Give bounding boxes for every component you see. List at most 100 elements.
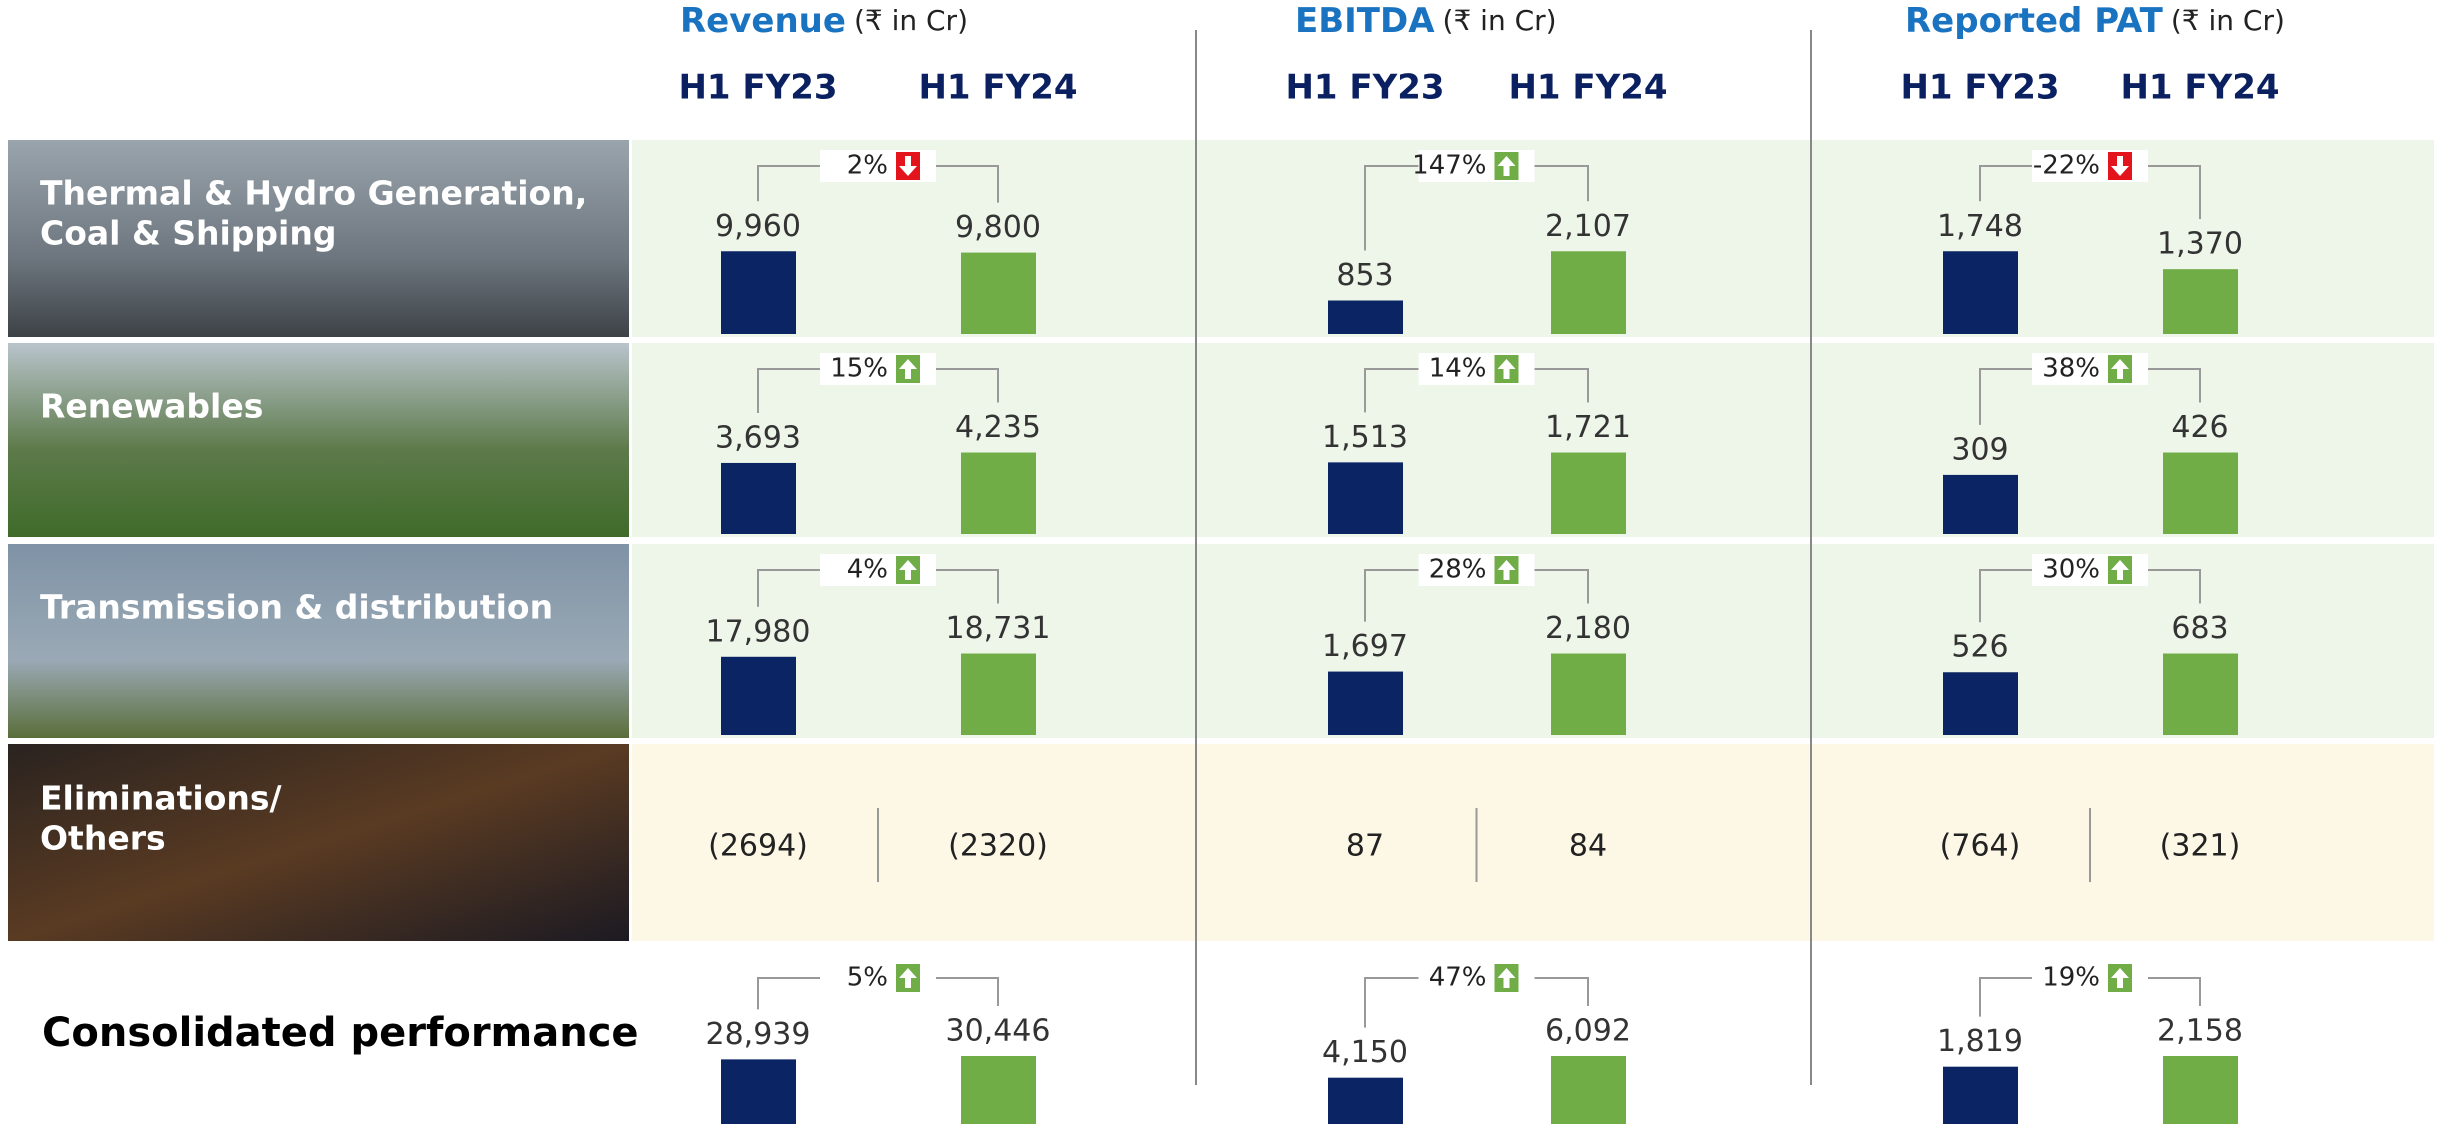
bar-value-label: 526: [1951, 630, 2008, 665]
bar: [1943, 474, 2018, 534]
change-label: -22%: [2033, 151, 2100, 181]
bar-value-label: 18,731: [946, 611, 1051, 646]
change-label: 147%: [1412, 151, 1486, 181]
others-value: (764): [1940, 829, 2021, 864]
segment-label: Transmission & distribution: [40, 588, 553, 627]
change-arrow: [2111, 968, 2129, 988]
bar-value-label: 683: [2171, 611, 2228, 646]
bar: [961, 1056, 1036, 1124]
column-title: Reported PAT (₹ in Cr): [1905, 1, 2285, 41]
bar-value-label: 4,235: [955, 410, 1041, 445]
segment-image: [8, 343, 629, 537]
bar: [1943, 672, 2018, 735]
bar: [721, 656, 796, 735]
bar: [721, 1059, 796, 1124]
others-value: (321): [2160, 829, 2241, 864]
change-arrow: [899, 560, 917, 580]
column-unit: (₹ in Cr): [2171, 4, 2285, 37]
row-band: [632, 744, 2434, 941]
change-arrow: [899, 156, 917, 176]
segment-label: Others: [40, 819, 166, 858]
segment-label: Coal & Shipping: [40, 214, 336, 253]
bar-value-label: 1,697: [1322, 629, 1408, 664]
bar: [961, 252, 1036, 334]
bar-value-label: 853: [1336, 258, 1393, 293]
bar-value-label: 309: [1951, 432, 2008, 467]
period-label: H1 FY24: [918, 68, 1077, 108]
column-title-main: EBITDA: [1295, 1, 1435, 41]
bar-value-label: 2,107: [1545, 209, 1631, 244]
segment-image: [8, 544, 629, 738]
bar: [2163, 1056, 2238, 1124]
bar-value-label: 30,446: [946, 1014, 1051, 1049]
bar: [1328, 1077, 1403, 1124]
change-label: 47%: [1429, 963, 1487, 993]
bar-value-label: 1,513: [1322, 420, 1408, 455]
bar-value-label: 6,092: [1545, 1014, 1631, 1049]
change-arrow: [1497, 560, 1516, 580]
others-value: 84: [1569, 829, 1607, 864]
segment-label: Thermal & Hydro Generation,: [40, 174, 587, 213]
bar-value-label: 1,819: [1937, 1024, 2023, 1059]
segment-label: Eliminations/: [40, 779, 283, 818]
change-label: 5%: [847, 963, 888, 993]
bar-value-label: 426: [2171, 410, 2228, 445]
column-unit: (₹ in Cr): [1443, 4, 1557, 37]
bar: [1328, 462, 1403, 534]
change-label: 38%: [2042, 354, 2100, 384]
column-unit: (₹ in Cr): [854, 4, 968, 37]
bar-value-label: 4,150: [1322, 1035, 1408, 1070]
others-value: (2694): [708, 829, 808, 864]
bar: [1551, 452, 1626, 534]
bar: [1551, 1056, 1626, 1124]
bar: [2163, 653, 2238, 735]
bar-value-label: 3,693: [715, 420, 801, 455]
change-label: 19%: [2042, 963, 2100, 993]
bar-value-label: 1,748: [1937, 209, 2023, 244]
bar: [1328, 300, 1403, 334]
bar-value-label: 2,180: [1545, 611, 1631, 646]
bar-value-label: 1,370: [2157, 227, 2243, 262]
period-label: H1 FY23: [1285, 68, 1444, 108]
bar-value-label: 9,960: [715, 209, 801, 244]
bar: [2163, 452, 2238, 534]
change-label: 30%: [2042, 555, 2100, 585]
bar-value-label: 17,980: [706, 614, 811, 649]
bar: [1551, 251, 1626, 334]
change-arrow: [1497, 156, 1516, 176]
change-arrow: [2111, 560, 2129, 580]
segment-label: Renewables: [40, 387, 263, 426]
column-title: Revenue (₹ in Cr): [680, 1, 968, 41]
bar: [1328, 671, 1403, 735]
change-arrow: [1497, 359, 1516, 379]
period-label: H1 FY23: [1900, 68, 2059, 108]
consolidated-label: Consolidated performance: [42, 1010, 639, 1056]
others-value: 87: [1346, 829, 1384, 864]
others-value: (2320): [948, 829, 1048, 864]
bar: [721, 462, 796, 534]
bar: [1943, 1066, 2018, 1124]
column-title-main: Revenue: [680, 1, 846, 41]
bar-value-label: 9,800: [955, 210, 1041, 245]
change-arrow: [2111, 359, 2129, 379]
change-label: 2%: [847, 151, 888, 181]
bar-value-label: 28,939: [706, 1017, 811, 1052]
change-arrow: [1497, 968, 1516, 988]
change-arrow: [899, 359, 917, 379]
bar: [1551, 653, 1626, 735]
column-title-main: Reported PAT: [1905, 1, 2164, 41]
bar: [1943, 251, 2018, 334]
column-title: EBITDA (₹ in Cr): [1295, 1, 1557, 41]
change-arrow: [899, 968, 917, 988]
change-label: 4%: [847, 555, 888, 585]
segment-image: [8, 140, 629, 337]
bar: [2163, 269, 2238, 334]
bar: [961, 653, 1036, 735]
change-arrow: [2111, 156, 2129, 176]
segment-image: [8, 744, 629, 941]
bar-value-label: 1,721: [1545, 410, 1631, 445]
change-label: 14%: [1429, 354, 1487, 384]
bar: [721, 251, 796, 334]
